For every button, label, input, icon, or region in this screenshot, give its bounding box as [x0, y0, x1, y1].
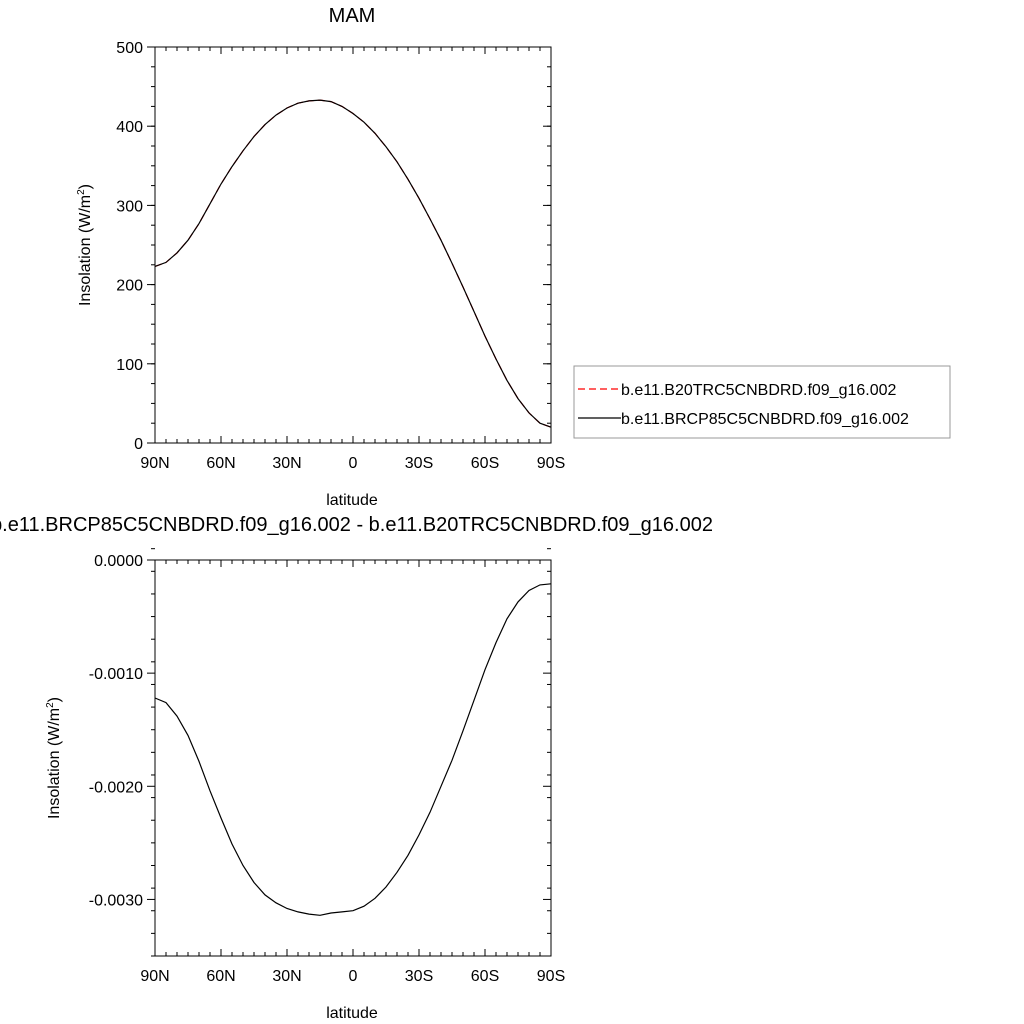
bottom-y-tick-label: -0.0030 [89, 892, 143, 909]
top-x-tick-label: 90N [140, 455, 169, 472]
bottom-y-tick-label: -0.0010 [89, 666, 143, 683]
bottom-chart-title: b.e11.BRCP85C5CNBDRD.f09_g16.002 - b.e11… [0, 514, 713, 536]
bottom-x-tick-label: 60N [206, 968, 235, 985]
top-y-tick-label: 100 [116, 357, 143, 374]
top-x-tick-label: 90S [537, 455, 565, 472]
bottom-y-tick-label: 0.0000 [94, 553, 143, 570]
top-x-tick-label: 60N [206, 455, 235, 472]
top-x-axis-label: latitude [326, 492, 378, 509]
top-plot-area: 90N 60N 30N 0 30S 60S 90S 0 100 200 300 400 500 [116, 40, 565, 472]
bottom-plot-area: 90N 60N 30N 0 30S 60S 90S 0.0000 -0.0010 -0.0020 -… [89, 548, 565, 985]
bottom-x-tick-label: 90S [537, 968, 565, 985]
top-chart-title: MAM [329, 5, 376, 27]
top-y-tick-label: 400 [116, 119, 143, 136]
bottom-plot-frame [154, 559, 552, 957]
legend-box [573, 365, 951, 439]
top-x-tick-label: 30N [272, 455, 301, 472]
top-x-tick-label: 60S [471, 455, 499, 472]
bottom-x-axis-label: latitude [326, 1005, 378, 1022]
top-x-tick-label: 30S [405, 455, 433, 472]
top-y-tick-label: 0 [134, 436, 143, 453]
bottom-x-tick-label: 60S [471, 968, 499, 985]
top-y-tick-label: 200 [116, 278, 143, 295]
top-x-tick-label: 0 [349, 455, 358, 472]
top-plot-frame [154, 46, 552, 444]
legend-item-2: b.e11.BRCP85C5CNBDRD.f09_g16.002 [578, 411, 909, 428]
top-series-line-1 [154, 99, 552, 428]
top-y-tick-label: 300 [116, 198, 143, 215]
top-series-line-2 [154, 99, 552, 428]
legend-label-1: b.e11.B20TRC5CNBDRD.f09_g16.002 [621, 382, 897, 399]
legend-item-1: b.e11.B20TRC5CNBDRD.f09_g16.002 [578, 382, 897, 399]
top-y-tick-label: 500 [116, 40, 143, 57]
bottom-x-tick-label: 0 [349, 968, 358, 985]
legend: b.e11.B20TRC5CNBDRD.f09_g16.002 b.e11.BR… [573, 365, 951, 439]
bottom-panel: b.e11.BRCP85C5CNBDRD.f09_g16.002 - b.e11… [0, 514, 713, 1022]
bottom-x-tick-label: 30N [272, 968, 301, 985]
bottom-x-tick-label: 30S [405, 968, 433, 985]
bottom-y-axis-label: Insolation (W/m2) [45, 697, 63, 819]
legend-label-2: b.e11.BRCP85C5CNBDRD.f09_g16.002 [621, 411, 909, 428]
top-y-axis-label: Insolation (W/m2) [76, 184, 94, 306]
top-panel: MAM 90N 60N 30N 0 30S 60S 90S0100200300400500 … [76, 5, 951, 509]
bottom-y-tick-label: -0.0020 [89, 779, 143, 796]
bottom-x-tick-label: 90N [140, 968, 169, 985]
bottom-series-line-1 [154, 583, 552, 916]
